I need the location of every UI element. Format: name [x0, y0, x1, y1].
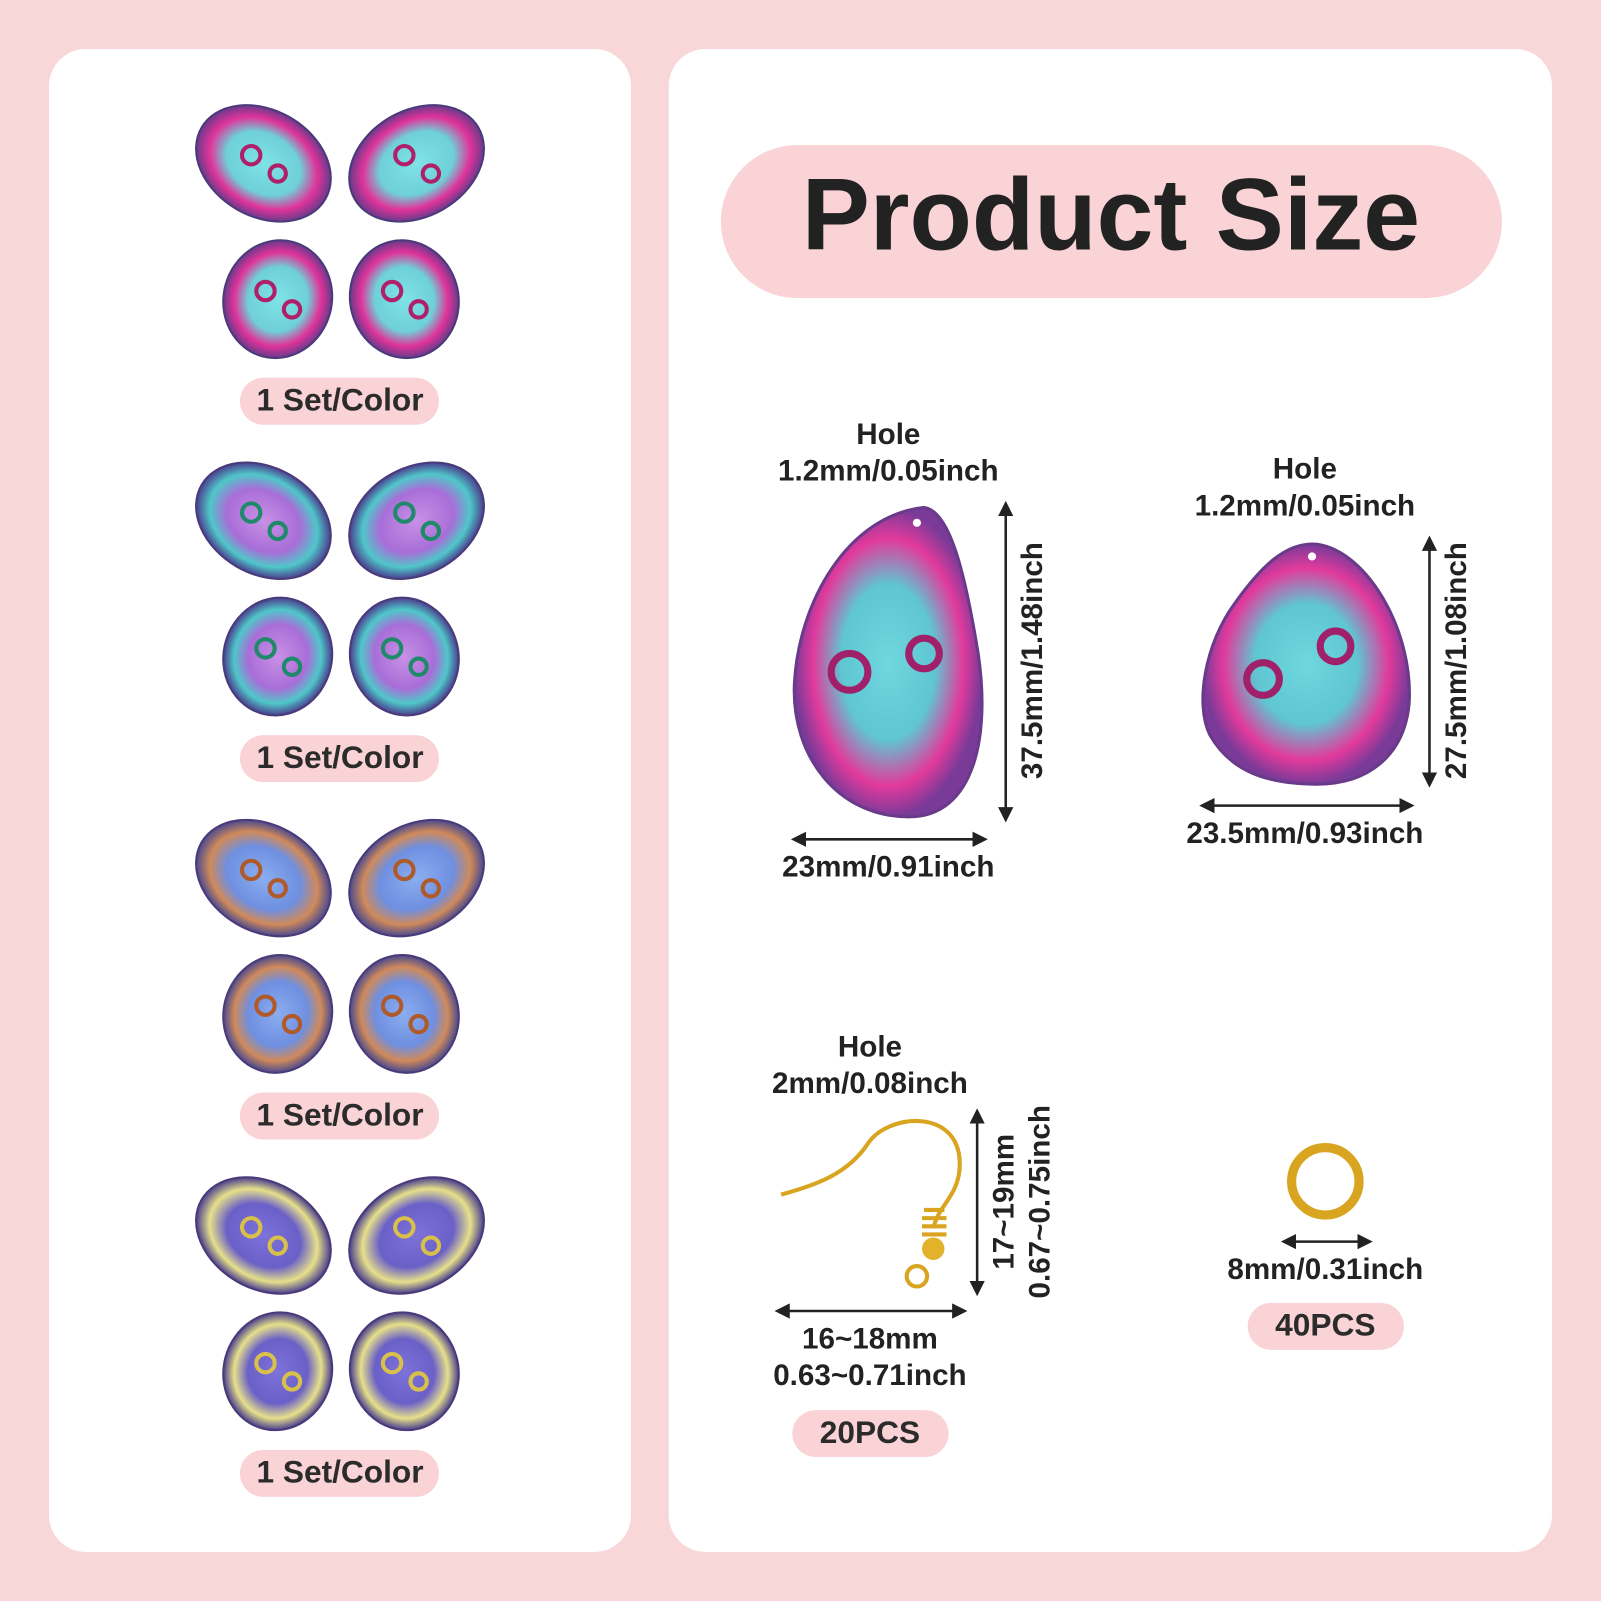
- set-pill: [239, 1092, 440, 1140]
- wing: [195, 104, 332, 223]
- eye-spot: [267, 1235, 288, 1256]
- eye-spot: [420, 1235, 442, 1256]
- quantity-pill: [1247, 1302, 1404, 1350]
- ear-hook: [780, 1118, 962, 1289]
- eye-spot: [281, 1013, 303, 1035]
- quantity-pill: [792, 1410, 949, 1458]
- wing: [222, 1311, 334, 1432]
- left-panel: [49, 49, 632, 1552]
- eye-spot: [408, 1013, 429, 1035]
- set-label: 1 Set/Color: [256, 382, 423, 418]
- butterfly-set: 1 Set/Color: [195, 461, 485, 783]
- eye-spot: [281, 656, 303, 677]
- wing: [348, 1311, 460, 1432]
- width-label: 23mm/0.91inch: [782, 851, 994, 884]
- eye-spot: [393, 143, 416, 167]
- eye-spot: [254, 279, 277, 303]
- height-label: 17~19mm: [988, 1134, 1021, 1270]
- butterfly-set: 1 Set/Color: [195, 1176, 485, 1497]
- title: Product Size: [802, 158, 1420, 272]
- width-label: 8mm/0.31inch: [1227, 1253, 1423, 1286]
- color-sets: 1 Set/Color 1 Set/Color 1 Set/Color 1 Set/C…: [195, 104, 485, 1497]
- quantity: 20PCS: [820, 1414, 920, 1450]
- eye-spot: [254, 1351, 277, 1375]
- large-wing: [792, 505, 984, 819]
- wing: [222, 239, 334, 360]
- width-label: 16~18mm: [802, 1322, 938, 1355]
- eye-spot: [420, 520, 442, 542]
- eye-spot: [408, 1371, 429, 1392]
- butterfly-set: 1 Set/Color: [195, 104, 485, 425]
- eye-spot: [1243, 659, 1283, 699]
- eye-spot: [254, 637, 277, 660]
- width-label: 23.5mm/0.93inch: [1186, 817, 1423, 850]
- set-pill: [239, 377, 440, 425]
- wing: [348, 596, 460, 717]
- eye-spot: [408, 299, 429, 320]
- eye-spot: [239, 143, 263, 167]
- small-wing: [1201, 542, 1411, 786]
- eye-spot: [420, 878, 442, 899]
- eye-spot: [380, 637, 404, 660]
- wing: [222, 953, 334, 1074]
- eye-spot: [408, 656, 429, 677]
- wing: [348, 818, 485, 938]
- hole-title: Hole: [838, 1030, 902, 1063]
- eye-spot: [380, 279, 404, 303]
- hook-bead: [922, 1237, 945, 1260]
- hole-title: Hole: [856, 418, 920, 451]
- eye-spot: [281, 299, 303, 320]
- set-label: 1 Set/Color: [256, 1454, 423, 1490]
- wing: [348, 1176, 485, 1295]
- eye-spot: [239, 858, 263, 882]
- eye-spot: [239, 501, 263, 524]
- height-label: 27.5mm/1.08inch: [1440, 542, 1473, 779]
- wing: [348, 461, 485, 580]
- wing: [348, 239, 460, 360]
- wing: [222, 596, 334, 717]
- set-label: 1 Set/Color: [256, 1096, 423, 1132]
- jump-ring: [1287, 1143, 1364, 1220]
- eye-spot: [254, 994, 277, 1017]
- eye-spot: [1316, 627, 1355, 666]
- height-label: 37.5mm/1.48inch: [1016, 542, 1049, 779]
- hole-size: 2mm/0.08inch: [772, 1067, 968, 1100]
- eye-spot: [827, 649, 872, 694]
- title-pill: [720, 144, 1502, 299]
- eye-spot: [267, 163, 288, 184]
- eye-spot: [239, 1216, 263, 1239]
- wing: [348, 104, 485, 223]
- set-label: 1 Set/Color: [256, 739, 423, 775]
- width-label: 0.63~0.71inch: [773, 1359, 966, 1392]
- quantity: 40PCS: [1275, 1307, 1375, 1343]
- eye-spot: [393, 858, 416, 882]
- wing: [195, 1176, 332, 1295]
- eye-spot: [393, 501, 416, 524]
- eye-spot: [905, 634, 943, 673]
- height-label: 0.67~0.75inch: [1023, 1105, 1056, 1298]
- hole-size: 1.2mm/0.05inch: [1195, 489, 1416, 522]
- eye-spot: [393, 1216, 416, 1239]
- wing: [195, 818, 332, 938]
- eye-spot: [380, 1351, 404, 1375]
- right-panel: [668, 49, 1552, 1552]
- hole-title: Hole: [1273, 453, 1337, 486]
- eye-spot: [420, 163, 442, 184]
- eye-spot: [267, 878, 288, 899]
- hole-size: 1.2mm/0.05inch: [778, 455, 999, 488]
- wing: [195, 461, 332, 580]
- set-pill: [239, 1449, 440, 1497]
- eye-spot: [281, 1371, 303, 1392]
- hole: [912, 518, 921, 527]
- hole: [1307, 552, 1317, 561]
- wing: [348, 953, 460, 1074]
- eye-spot: [380, 994, 404, 1017]
- set-pill: [239, 735, 440, 783]
- eye-spot: [267, 520, 288, 542]
- butterfly-set: 1 Set/Color: [195, 818, 485, 1140]
